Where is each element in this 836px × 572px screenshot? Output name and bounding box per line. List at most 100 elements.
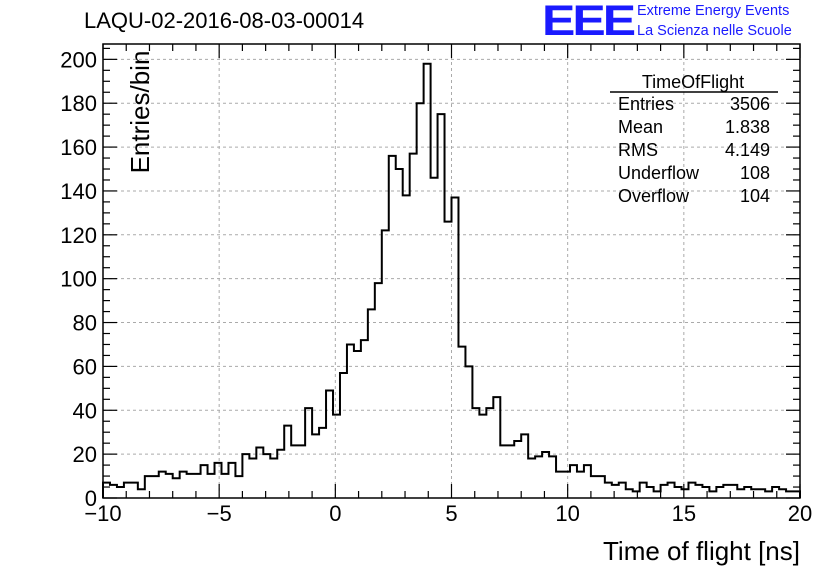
histogram-bin bbox=[688, 483, 695, 498]
histogram-bin bbox=[194, 474, 201, 498]
histogram-bin bbox=[347, 344, 354, 498]
y-tick-label: 60 bbox=[73, 354, 97, 379]
histogram-bin bbox=[535, 456, 542, 498]
histogram-bin bbox=[723, 485, 730, 498]
histogram-bin bbox=[633, 491, 640, 498]
histogram-bin bbox=[486, 408, 493, 498]
stats-value: 1.838 bbox=[725, 117, 770, 137]
histogram-bin bbox=[751, 489, 758, 498]
histogram-bin bbox=[333, 415, 340, 498]
histogram-bin bbox=[682, 489, 689, 498]
histogram-bin bbox=[277, 450, 284, 498]
histogram-bin bbox=[647, 487, 654, 498]
histogram-bin bbox=[124, 483, 131, 498]
y-tick-label: 40 bbox=[73, 398, 97, 423]
stats-value: 104 bbox=[740, 186, 770, 206]
histogram-bin bbox=[375, 283, 382, 498]
histogram-bin bbox=[242, 454, 249, 498]
axis-ticks bbox=[102, 44, 801, 499]
histogram-bin bbox=[612, 485, 619, 498]
histogram-bin bbox=[438, 114, 445, 498]
histogram-bin bbox=[228, 463, 235, 498]
chart-title: LAQU-02-2016-08-03-00014 bbox=[84, 8, 365, 33]
histogram-bin bbox=[326, 391, 333, 498]
histogram-bin bbox=[640, 483, 647, 498]
histogram-bin bbox=[403, 195, 410, 498]
histogram-bin bbox=[500, 445, 507, 498]
y-axis-label: Entries/bin bbox=[125, 51, 155, 174]
histogram-bin bbox=[626, 489, 633, 498]
histogram-bin bbox=[507, 445, 514, 498]
histogram-bin bbox=[221, 474, 228, 498]
y-tick-label: 200 bbox=[60, 47, 97, 72]
y-tick-label: 160 bbox=[60, 135, 97, 160]
histogram-bin bbox=[793, 491, 800, 498]
histogram-bin bbox=[187, 474, 194, 498]
x-tick-label: 20 bbox=[788, 501, 812, 526]
histogram-bin bbox=[668, 483, 675, 498]
histogram-bin bbox=[737, 489, 744, 498]
stats-value: 4.149 bbox=[725, 140, 770, 160]
histogram-bin bbox=[354, 351, 361, 498]
histogram-bin bbox=[201, 465, 208, 498]
histogram-bin bbox=[744, 487, 751, 498]
histogram-bin bbox=[368, 309, 375, 498]
histogram-bin bbox=[215, 463, 222, 498]
histogram-bin bbox=[695, 485, 702, 498]
histogram-bin bbox=[361, 340, 368, 498]
histogram-bin bbox=[235, 476, 242, 498]
histogram-bin bbox=[563, 472, 570, 498]
histogram-bin bbox=[452, 198, 459, 498]
histogram-bin bbox=[598, 476, 605, 498]
histogram-bin bbox=[702, 487, 709, 498]
stats-value: 3506 bbox=[730, 94, 770, 114]
stats-label: RMS bbox=[618, 140, 658, 160]
histogram-bin bbox=[465, 366, 472, 498]
histogram-bin bbox=[166, 474, 173, 498]
histogram-bin bbox=[758, 489, 765, 498]
histogram-bin bbox=[577, 472, 584, 498]
histogram-bin bbox=[493, 397, 500, 498]
histogram-bin bbox=[138, 489, 145, 498]
histogram-bin bbox=[549, 456, 556, 498]
histogram-bin bbox=[291, 445, 298, 498]
histogram-bin bbox=[103, 483, 110, 498]
stats-label: Overflow bbox=[618, 186, 690, 206]
y-tick-label: 20 bbox=[73, 442, 97, 467]
histogram-bin bbox=[716, 487, 723, 498]
histogram-bin bbox=[424, 64, 431, 498]
histogram-bin bbox=[431, 178, 438, 498]
x-tick-label: 15 bbox=[672, 501, 696, 526]
stats-box: TimeOfFlight Entries 3506 Mean 1.838 RMS 4.14… bbox=[610, 72, 778, 206]
histogram-bin bbox=[570, 465, 577, 498]
x-tick-label: 5 bbox=[445, 501, 457, 526]
stats-box-title: TimeOfFlight bbox=[642, 72, 744, 92]
stats-label: Entries bbox=[618, 94, 674, 114]
histogram-bin bbox=[605, 483, 612, 498]
histogram-bin bbox=[584, 465, 591, 498]
y-tick-label: 100 bbox=[60, 267, 97, 292]
histogram-bin bbox=[131, 483, 138, 498]
histogram-bin bbox=[521, 434, 528, 498]
histogram-bin bbox=[675, 487, 682, 498]
logo-text-line-1: Extreme Energy Events bbox=[637, 3, 790, 19]
grid-lines bbox=[103, 44, 800, 498]
y-tick-label: 140 bbox=[60, 179, 97, 204]
histogram-bin bbox=[472, 408, 479, 498]
histogram-bin bbox=[528, 459, 535, 498]
histogram-bin bbox=[298, 445, 305, 498]
histogram-bin bbox=[117, 487, 124, 498]
histogram-bin bbox=[180, 472, 187, 498]
x-tick-label: 10 bbox=[555, 501, 579, 526]
histogram-bin bbox=[479, 415, 486, 498]
histogram-bin bbox=[208, 474, 215, 498]
y-tick-label: 0 bbox=[85, 486, 97, 511]
histogram-bin bbox=[312, 434, 319, 498]
histogram-bin bbox=[542, 452, 549, 498]
histogram-bin bbox=[152, 476, 159, 498]
histogram-bin bbox=[159, 472, 166, 498]
histogram-bin bbox=[730, 485, 737, 498]
stats-label: Mean bbox=[618, 117, 663, 137]
